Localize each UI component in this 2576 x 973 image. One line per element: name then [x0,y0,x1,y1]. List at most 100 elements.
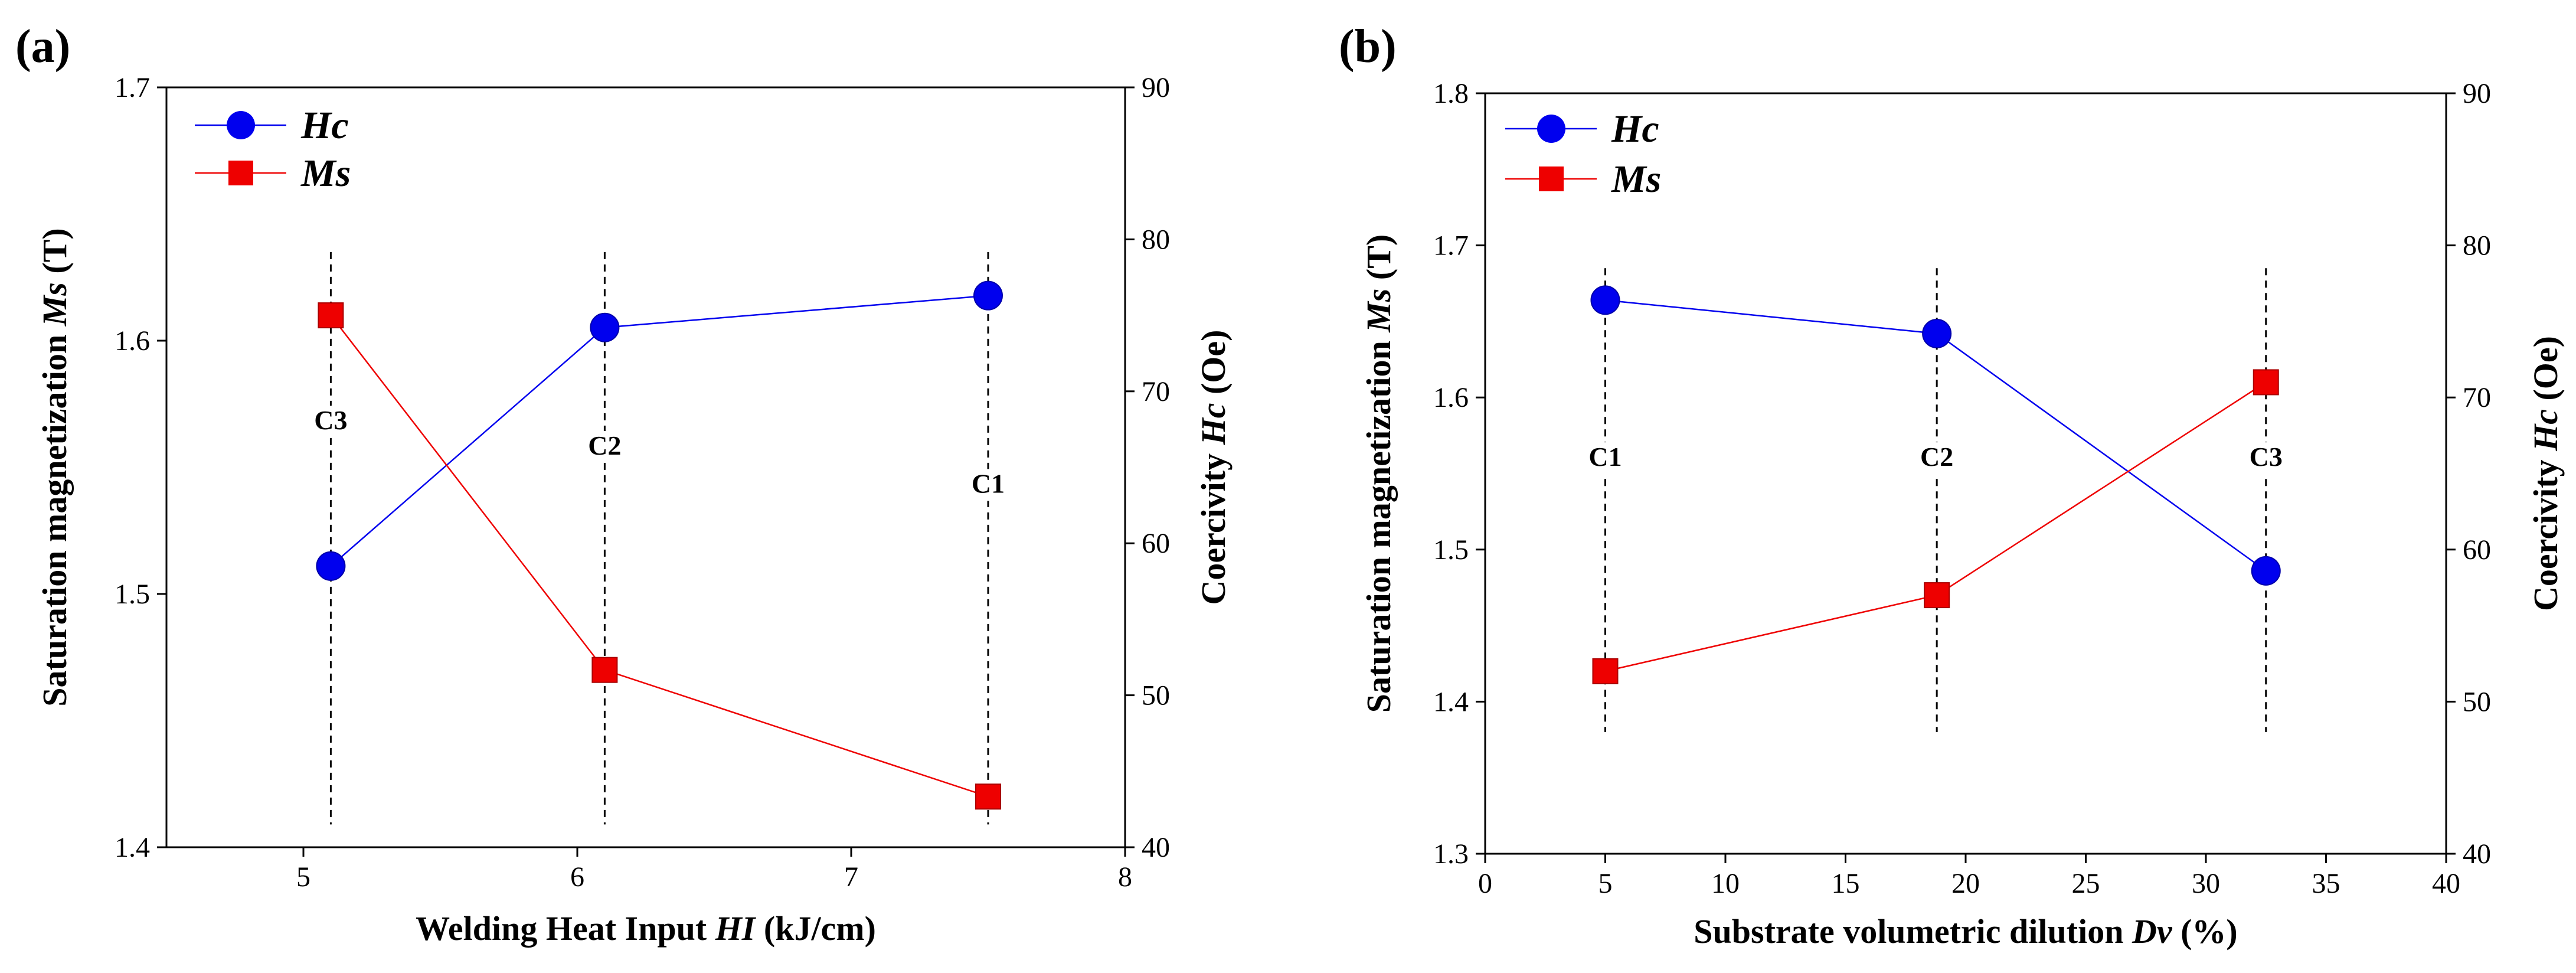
plot-frame [1484,92,2447,855]
sample-marker-label-bg [966,469,1011,501]
panel-label: (a) [15,21,70,73]
y-left-tick-label: 1.5 [115,579,150,610]
legend-label-ms: Ms [300,152,351,195]
sample-marker-label-bg [1914,442,1960,475]
x-tick-label: 0 [1478,868,1492,899]
y-left-tick-label: 1.6 [1433,382,1469,413]
y-left-axis-title-part: (T) [1359,234,1398,289]
x-axis-title-part: Substrate volumetric dilution [1694,912,2132,951]
sample-marker-label: C2 [588,430,621,461]
x-tick-label: 8 [1118,861,1132,893]
y-right-tick-label: 70 [2463,382,2491,413]
y-left-tick-label: 1.5 [1433,534,1469,566]
plot-frame [165,86,1126,848]
y-right-tick-label: 90 [2463,78,2491,109]
y-right-axis-title-part: Hc [2526,409,2565,452]
data-point-ms [1924,582,1950,609]
x-axis-title: Substrate volumetric dilution Dv (%) [1694,912,2238,951]
sample-marker-label: C1 [972,468,1005,498]
y-right-axis-title-part: Coercivity [2526,451,2565,611]
y-right-axis-title: Coercivity Hc (Oe) [2526,336,2565,611]
series-line-hc [330,295,989,567]
y-right-tick-label: 70 [1142,376,1170,407]
x-tick-label: 35 [2312,868,2340,899]
y-left-axis-title-part: (T) [35,228,74,282]
x-tick-label: 40 [2432,868,2460,899]
y-left-tick-label: 1.4 [1433,686,1469,717]
x-tick-label: 6 [570,861,584,893]
y-left-axis-title: Saturation magnetization Ms (T) [1359,234,1398,713]
data-point-hc [316,551,346,581]
y-left-tick-label: 1.8 [1433,78,1469,109]
y-left-axis-title: Saturation magnetization Ms (T) [35,228,74,706]
x-axis-title-part: (kJ/cm) [755,909,876,948]
data-point-hc [1922,319,1952,349]
y-left-axis-title-part: Saturation magnetization [1359,332,1398,713]
x-tick-label: 30 [2192,868,2220,899]
y-right-axis-title-part: (Oe) [2526,336,2565,409]
y-left-tick-label: 1.7 [115,72,150,103]
y-right-tick-label: 50 [1142,680,1170,711]
y-right-axis-title-part: (Oe) [1194,330,1233,403]
y-right-tick-label: 80 [1142,224,1170,255]
series-line-ms [1605,381,2267,672]
sample-marker-label: C3 [2250,442,2283,472]
y-right-tick-label: 80 [2463,230,2491,262]
panel-label: (b) [1339,21,1397,73]
x-tick-label: 10 [1711,868,1740,899]
data-point-hc [1590,285,1620,315]
x-axis-title-part: Welding Heat Input [416,909,715,948]
sample-marker-label-bg [1583,442,1628,475]
y-right-axis-title: Coercivity Hc (Oe) [1194,330,1233,605]
x-axis-title: Welding Heat Input HI (kJ/cm) [416,909,876,948]
x-axis-title-part: HI [715,909,757,948]
sample-marker-label: C1 [1588,442,1622,472]
data-point-ms [318,302,344,329]
data-point-ms [2253,369,2279,396]
y-left-axis-title-part: Saturation magnetization [35,326,74,706]
data-point-ms [975,783,1001,810]
x-tick-label: 25 [2072,868,2100,899]
y-right-tick-label: 60 [2463,534,2491,566]
legend-marker-ms [228,161,253,185]
x-tick-label: 5 [296,861,310,893]
x-tick-label: 7 [844,861,858,893]
legend-label-hc: Hc [1611,107,1659,151]
y-left-axis-title-part: Ms [1359,289,1398,333]
y-right-tick-label: 50 [2463,686,2491,717]
y-right-axis-title-part: Hc [1194,403,1233,446]
sample-marker-label-bg [308,406,354,438]
y-right-tick-label: 40 [2463,838,2491,870]
y-right-tick-label: 40 [1142,832,1170,863]
data-point-hc [2251,556,2281,586]
y-right-tick-label: 60 [1142,528,1170,559]
legend-label-ms: Ms [1611,158,1661,201]
y-left-tick-label: 1.6 [115,325,150,357]
data-point-ms [1592,658,1619,684]
legend-marker-ms [1539,166,1564,191]
y-right-axis-title-part: Coercivity [1194,445,1233,605]
y-right-tick-label: 90 [1142,72,1170,103]
sample-marker-label: C2 [1920,442,1953,472]
legend-label-hc: Hc [300,104,349,147]
chart-panel-a: (a) 5 6 7 8 1.4 1.5 1.6 1.7 40 50 60 70 80 90 Welding H… [15,21,1233,948]
data-point-hc [973,280,1003,311]
data-point-ms [591,657,618,683]
x-tick-label: 15 [1832,868,1860,899]
x-axis-title-part: (%) [2172,912,2238,951]
x-axis-title-part: Dv [2132,912,2173,951]
x-tick-label: 20 [1951,868,1980,899]
y-left-tick-label: 1.3 [1433,838,1469,870]
data-point-hc [590,312,620,342]
legend-marker-hc [1537,115,1565,143]
y-left-axis-title-part: Ms [35,282,74,326]
series-line-ms [330,315,989,798]
sample-marker-label: C3 [314,405,347,435]
y-left-tick-label: 1.7 [1433,230,1469,262]
sample-marker-label-bg [582,431,627,463]
sample-marker-label-bg [2243,442,2289,475]
legend-marker-hc [227,111,255,139]
y-left-tick-label: 1.4 [115,832,150,863]
chart-panel-b: (b) 0 5 10 15 20 25 30 35 40 1.3 1.4 1.5 1.6 1.7 1.8 40 5… [1339,21,2565,951]
